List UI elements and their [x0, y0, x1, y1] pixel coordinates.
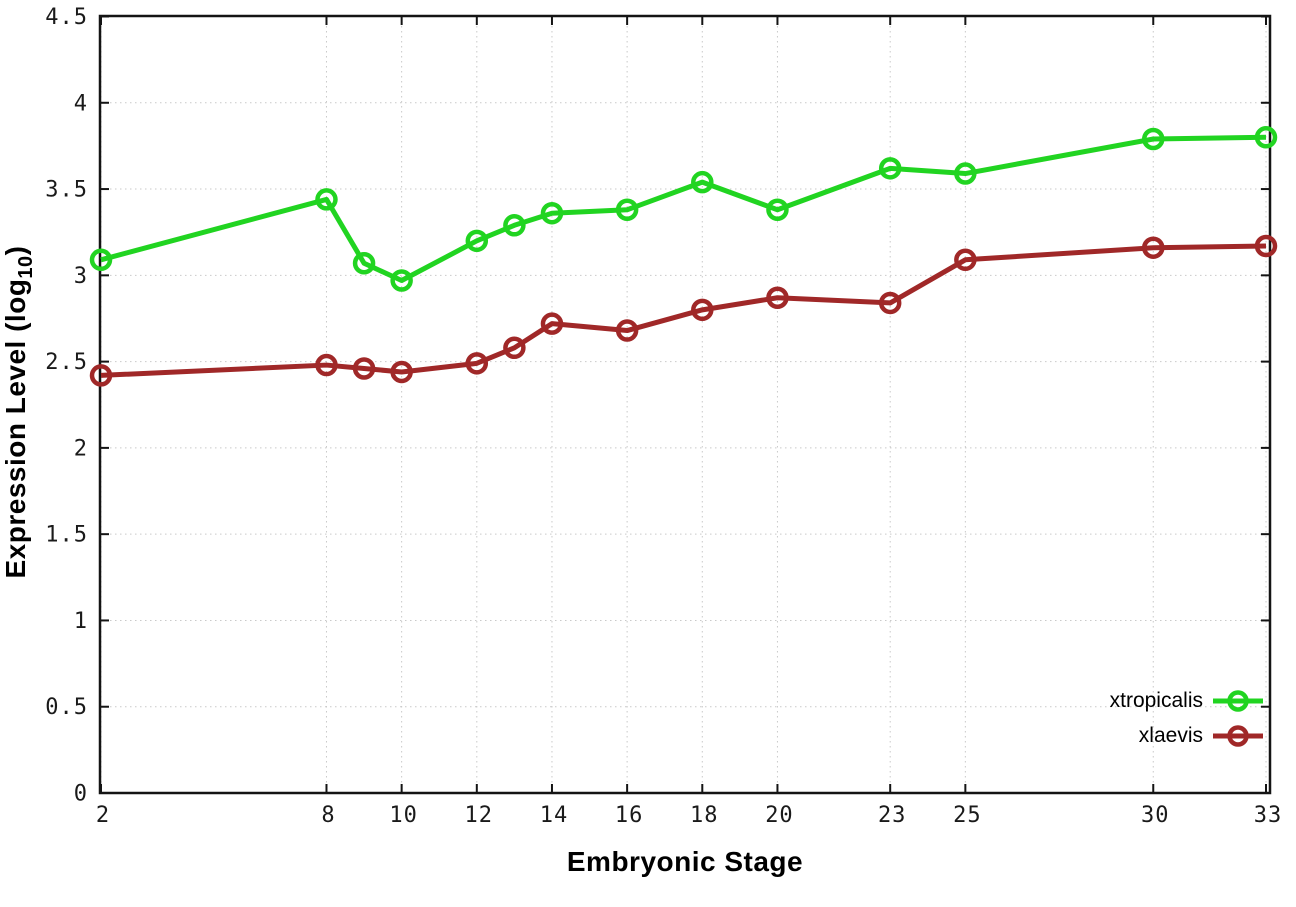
y-tick-label: 1.5: [45, 523, 88, 548]
x-tick-label: 10: [389, 803, 418, 828]
y-tick-label: 3: [74, 264, 88, 289]
x-tick-label: 30: [1141, 803, 1170, 828]
data-point-xtropicalis: [954, 162, 977, 185]
y-tick-label: 3.5: [45, 178, 88, 203]
data-point-xlaevis: [954, 248, 977, 272]
series-line-xlaevis: [100, 243, 1267, 378]
data-point-xlaevis: [89, 364, 113, 387]
legend-circle-icon: [1227, 690, 1249, 712]
data-point-xlaevis: [766, 286, 789, 310]
legend-item-xtropicalis: xtropicalis: [1110, 686, 1264, 716]
y-tick-label: 4.5: [45, 5, 88, 30]
legend: xtropicalis xlaevis: [1110, 686, 1264, 751]
y-tick-label: 0.5: [45, 695, 88, 720]
data-point-xlaevis: [315, 353, 338, 377]
x-tick-label: 23: [878, 803, 907, 828]
data-point-xlaevis: [691, 298, 714, 322]
x-tick-label: 25: [953, 803, 982, 828]
legend-label-xlaevis: xlaevis: [1138, 724, 1203, 747]
data-point-xlaevis: [390, 360, 413, 384]
x-tick-label: 20: [765, 803, 794, 828]
y-axis-title: Expression Level (log10): [0, 246, 37, 579]
data-point-xtropicalis: [465, 229, 489, 253]
data-point-xlaevis: [503, 336, 526, 360]
data-point-xlaevis: [540, 312, 564, 335]
y-tick-label: 4: [74, 91, 88, 116]
data-point-xtropicalis: [615, 198, 639, 222]
legend-circle-icon: [1227, 725, 1249, 747]
data-point-xtropicalis: [766, 198, 789, 222]
data-point-xtropicalis: [691, 170, 714, 194]
data-point-xtropicalis: [503, 214, 526, 237]
data-point-xlaevis: [615, 319, 639, 342]
data-point-xtropicalis: [352, 252, 376, 275]
x-tick-label: 14: [540, 803, 569, 828]
legend-label-xtropicalis: xtropicalis: [1109, 689, 1203, 712]
y-tick-label: 0: [74, 782, 88, 807]
data-point-xlaevis: [1254, 234, 1278, 258]
data-point-xlaevis: [465, 352, 489, 375]
x-tick-label: 33: [1254, 803, 1283, 828]
legend-marker-xlaevis: [1213, 725, 1263, 747]
data-point-xlaevis: [1142, 236, 1165, 259]
x-axis-title: Embryonic Stage: [566, 846, 804, 877]
data-point-xtropicalis: [390, 269, 413, 292]
series-line-xtropicalis: [100, 134, 1267, 284]
data-point-xtropicalis: [89, 248, 113, 272]
data-point-xlaevis: [352, 357, 376, 380]
y-tick-label: 2: [74, 436, 88, 461]
plot-border: [98, 14, 1272, 795]
data-point-xtropicalis: [315, 188, 338, 211]
data-point-xtropicalis: [1254, 126, 1278, 149]
x-tick-label: 16: [615, 803, 644, 828]
data-point-xtropicalis: [1142, 127, 1165, 151]
data-point-xlaevis: [878, 291, 902, 315]
x-tick-label: 12: [465, 803, 494, 828]
legend-marker-xtropicalis: [1213, 690, 1263, 712]
x-tick-label: 2: [96, 803, 110, 828]
data-point-xtropicalis: [540, 201, 564, 225]
y-tick-label: 1: [74, 609, 88, 634]
data-point-xtropicalis: [878, 157, 902, 180]
legend-item-xlaevis: xlaevis: [1139, 721, 1264, 751]
y-tick-label: 2.5: [45, 350, 88, 375]
x-tick-label: 8: [321, 803, 335, 828]
x-tick-label: 18: [690, 803, 719, 828]
